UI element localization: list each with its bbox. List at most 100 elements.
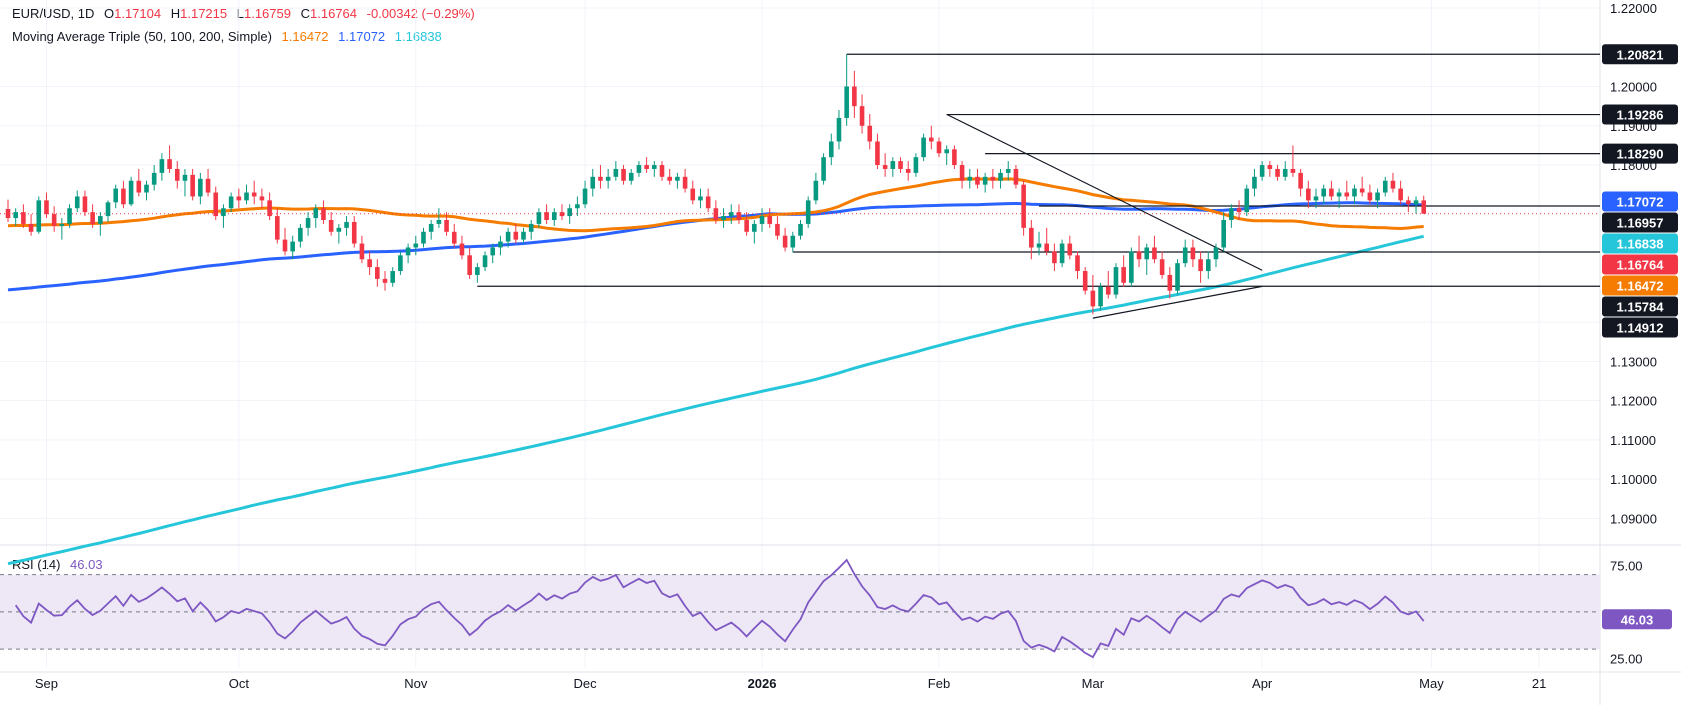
price-label-text: 1.17072 (1617, 194, 1664, 209)
candle (1190, 239, 1196, 268)
candle-body (1213, 247, 1219, 260)
candle-body (67, 208, 72, 224)
candle (351, 216, 357, 248)
candle-body (244, 192, 249, 201)
price-label-text: 1.14912 (1617, 320, 1664, 335)
ma50-value: 1.16472 (281, 29, 329, 44)
candle (559, 204, 565, 220)
candle-body (321, 208, 326, 220)
trendline (946, 113, 1263, 271)
candle-body (1229, 208, 1234, 220)
price-label-box (1602, 275, 1678, 296)
candle-body (398, 255, 403, 272)
candle-body (467, 255, 472, 275)
candle (544, 204, 549, 224)
candle (536, 208, 542, 228)
candle (336, 223, 342, 244)
candle-body (1359, 188, 1365, 193)
candle (959, 161, 965, 189)
candle-body (436, 220, 442, 224)
candle (1213, 243, 1219, 268)
candle (859, 94, 865, 134)
candle-body (759, 216, 765, 224)
candle-body (344, 221, 349, 228)
candle-body (1105, 286, 1111, 295)
candle-body (159, 159, 165, 173)
candle (759, 208, 765, 232)
candle (1105, 271, 1111, 299)
time-tick-label: Nov (404, 676, 428, 691)
price-tick-label: 1.20000 (1610, 80, 1657, 95)
candle (990, 168, 996, 189)
candle (805, 196, 811, 228)
candle (913, 153, 919, 177)
candle (174, 161, 180, 189)
candle (575, 196, 580, 217)
candle-body (551, 212, 557, 220)
candle (1406, 196, 1411, 213)
price-tick-label: 1.11000 (1610, 433, 1656, 448)
price-label-box (1602, 212, 1678, 233)
candle (1367, 184, 1373, 205)
candle (982, 172, 988, 193)
candle-body (1036, 243, 1042, 248)
candle-body (451, 231, 457, 244)
candle (905, 161, 911, 181)
candle-body (1052, 251, 1057, 264)
candle (1013, 165, 1019, 189)
ma-indicator-label: Moving Average Triple (50, 100, 200, Sim… (12, 29, 272, 44)
candle (767, 208, 773, 228)
candle (375, 259, 380, 287)
candle-body (1113, 267, 1119, 295)
candle (44, 192, 49, 219)
candle-body (1082, 271, 1088, 291)
price-label: 1.17072 (1602, 191, 1678, 212)
candle (667, 168, 672, 185)
candle (1167, 267, 1173, 299)
candle-body (975, 176, 980, 185)
candle-body (1136, 251, 1142, 260)
candle (328, 212, 334, 236)
price-label: 1.16957 (1602, 212, 1678, 233)
price-label-text: 1.20821 (1617, 47, 1664, 62)
candle-body (190, 174, 195, 197)
candle-body (490, 247, 496, 256)
candle-body (944, 149, 949, 154)
candle-body (1198, 259, 1203, 272)
candle (321, 200, 326, 224)
candle (59, 218, 65, 240)
candle-body (444, 220, 449, 232)
candle-body (667, 176, 672, 181)
candle-body (1159, 259, 1165, 275)
candle (159, 153, 165, 181)
candle (1252, 168, 1257, 197)
candle-body (128, 180, 134, 205)
price-label-text: 1.19286 (1617, 108, 1664, 123)
close-label: C (300, 6, 310, 21)
price-label: 1.16764 (1602, 254, 1678, 275)
candle (1259, 161, 1265, 181)
candle (367, 251, 372, 275)
candle-body (1298, 172, 1303, 189)
candle-body (598, 176, 603, 181)
candle-body (1398, 188, 1403, 201)
candle-body (990, 176, 996, 181)
candle (236, 188, 242, 209)
candle (713, 200, 719, 224)
candle (98, 212, 103, 236)
price-label-text: 1.16957 (1617, 215, 1664, 230)
candle-body (1067, 243, 1073, 256)
candle (1390, 172, 1396, 193)
candle (813, 172, 819, 205)
candle-body (1267, 165, 1273, 169)
candle-body (698, 196, 703, 201)
candle-body (1259, 165, 1265, 177)
candle-body (1367, 192, 1373, 201)
rsi-pane (0, 558, 1600, 659)
candle-body (675, 176, 680, 181)
candle-body (1275, 168, 1280, 177)
time-tick-label: Oct (229, 676, 250, 691)
candle-body (752, 223, 757, 232)
candle-body (813, 180, 819, 201)
